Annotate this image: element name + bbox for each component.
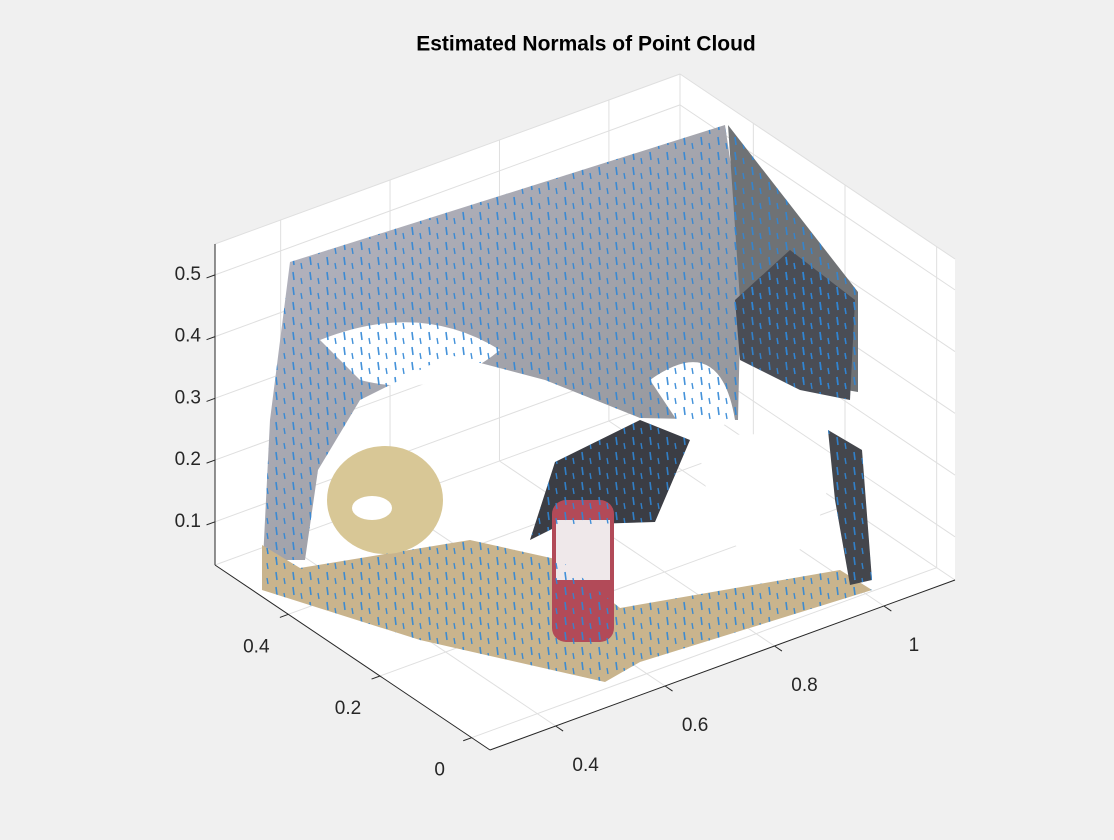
z-tick-label: 0.4 [175, 326, 202, 347]
z-tick [206, 336, 216, 341]
axes: 0 0.2 0.4 0.4 0.6 0.8 1 0.1 0.2 0.3 0.4 0.5 [175, 244, 956, 781]
x-tick [463, 737, 472, 742]
box-edge [214, 73, 681, 245]
x-tick [371, 675, 381, 680]
y-tick [883, 605, 892, 612]
y-tick-label: 0.6 [682, 715, 708, 736]
z-tick [206, 274, 216, 279]
z-tick [206, 459, 216, 464]
z-tick-label: 0.1 [175, 511, 201, 532]
grid-line [214, 104, 681, 276]
z-tick [206, 521, 216, 526]
y-tick-label: 0.4 [572, 755, 599, 776]
grid-line [471, 567, 937, 739]
z-tick-label: 0.2 [175, 449, 201, 470]
x-tick-label: 0.2 [335, 698, 361, 719]
z-tick-label: 0.5 [175, 264, 201, 285]
x-tick-label: 0.4 [243, 636, 270, 657]
y-axis [489, 579, 956, 751]
point-cloud [262, 125, 872, 682]
y-tick [555, 725, 564, 732]
x-tick-label: 0 [434, 760, 445, 781]
x-tick [279, 613, 289, 618]
chart-title: Estimated Normals of Point Cloud [416, 33, 756, 56]
y-tick-label: 1 [909, 635, 920, 656]
z-tick-label: 0.3 [175, 387, 201, 408]
y-tick [774, 645, 783, 652]
z-tick [206, 397, 216, 402]
y-tick [664, 685, 673, 692]
y-tick-label: 0.8 [791, 675, 817, 696]
x-axis [214, 564, 491, 751]
box-edge [679, 73, 956, 260]
